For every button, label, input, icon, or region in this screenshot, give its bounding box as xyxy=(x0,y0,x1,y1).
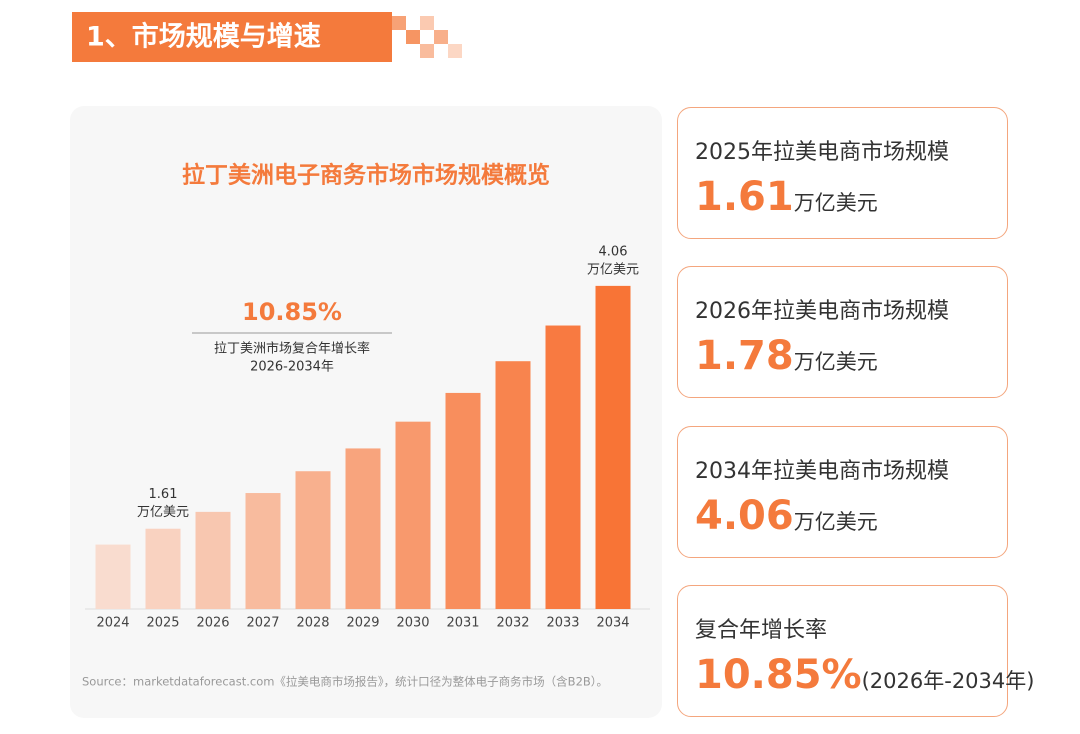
x-tick-label: 2034 xyxy=(596,616,629,631)
x-tick-label: 2028 xyxy=(296,616,329,631)
bar xyxy=(495,361,531,609)
bar xyxy=(245,493,281,609)
card-value: 1.61 xyxy=(695,174,794,220)
bar xyxy=(145,528,181,609)
card-value-row: 1.78万亿美元 xyxy=(695,333,878,379)
card-value-row: 10.85%(2026年-2034年) xyxy=(695,652,1034,698)
x-tick-label: 2027 xyxy=(246,616,279,631)
bar xyxy=(95,544,131,609)
x-tick-label: 2029 xyxy=(346,616,379,631)
card-value-row: 1.61万亿美元 xyxy=(695,174,878,220)
header-bar xyxy=(72,12,392,62)
annotation-period: 2026-2034年 xyxy=(250,360,334,375)
bar xyxy=(395,421,431,609)
stat-card: 2026年拉美电商市场规模 1.78万亿美元 xyxy=(677,266,1008,398)
card-title: 2026年拉美电商市场规模 xyxy=(695,299,949,324)
annotation-value: 10.85% xyxy=(242,298,342,326)
value-label: 1.61 xyxy=(149,487,178,502)
chart-title: 拉丁美洲电子商务市场市场规模概览 xyxy=(182,162,550,189)
value-label-unit: 万亿美元 xyxy=(137,505,189,520)
x-tick-label: 2025 xyxy=(146,616,179,631)
card-title: 复合年增长率 xyxy=(695,618,828,643)
x-tick-label: 2030 xyxy=(396,616,429,631)
annotation-label: 拉丁美洲市场复合年增长率 xyxy=(214,341,370,357)
card-title: 2025年拉美电商市场规模 xyxy=(695,140,949,165)
card-value: 4.06 xyxy=(695,493,794,539)
card-value-row: 4.06万亿美元 xyxy=(695,493,878,539)
x-tick-label: 2026 xyxy=(196,616,229,631)
x-tick-label: 2032 xyxy=(496,616,529,631)
x-tick-label: 2031 xyxy=(446,616,479,631)
bar xyxy=(595,285,631,609)
card-value: 10.85% xyxy=(695,652,862,698)
stat-card: 2034年拉美电商市场规模 4.06万亿美元 xyxy=(677,426,1008,558)
value-label: 4.06 xyxy=(599,244,628,259)
stat-card: 2025年拉美电商市场规模 1.61万亿美元 xyxy=(677,107,1008,239)
card-unit: 万亿美元 xyxy=(793,191,878,215)
card-value: 1.78 xyxy=(695,333,794,379)
card-title: 2034年拉美电商市场规模 xyxy=(695,459,949,484)
header-title: 1、市场规模与增速 xyxy=(86,21,321,53)
bar xyxy=(345,448,381,609)
bar xyxy=(445,392,481,609)
stat-card: 复合年增长率 10.85%(2026年-2034年) xyxy=(677,585,1034,717)
x-tick-label: 2033 xyxy=(546,616,579,631)
x-tick-label: 2024 xyxy=(96,616,129,631)
bar xyxy=(295,471,331,609)
bar xyxy=(195,511,231,609)
value-label-unit: 万亿美元 xyxy=(587,262,639,277)
header-decoration xyxy=(378,16,462,58)
source-note: Source：marketdataforecast.com《拉美电商市场报告》，… xyxy=(82,675,608,689)
card-unit: 万亿美元 xyxy=(793,510,878,534)
bar xyxy=(545,325,581,609)
card-unit: (2026年-2034年) xyxy=(861,669,1035,693)
card-unit: 万亿美元 xyxy=(793,350,878,374)
